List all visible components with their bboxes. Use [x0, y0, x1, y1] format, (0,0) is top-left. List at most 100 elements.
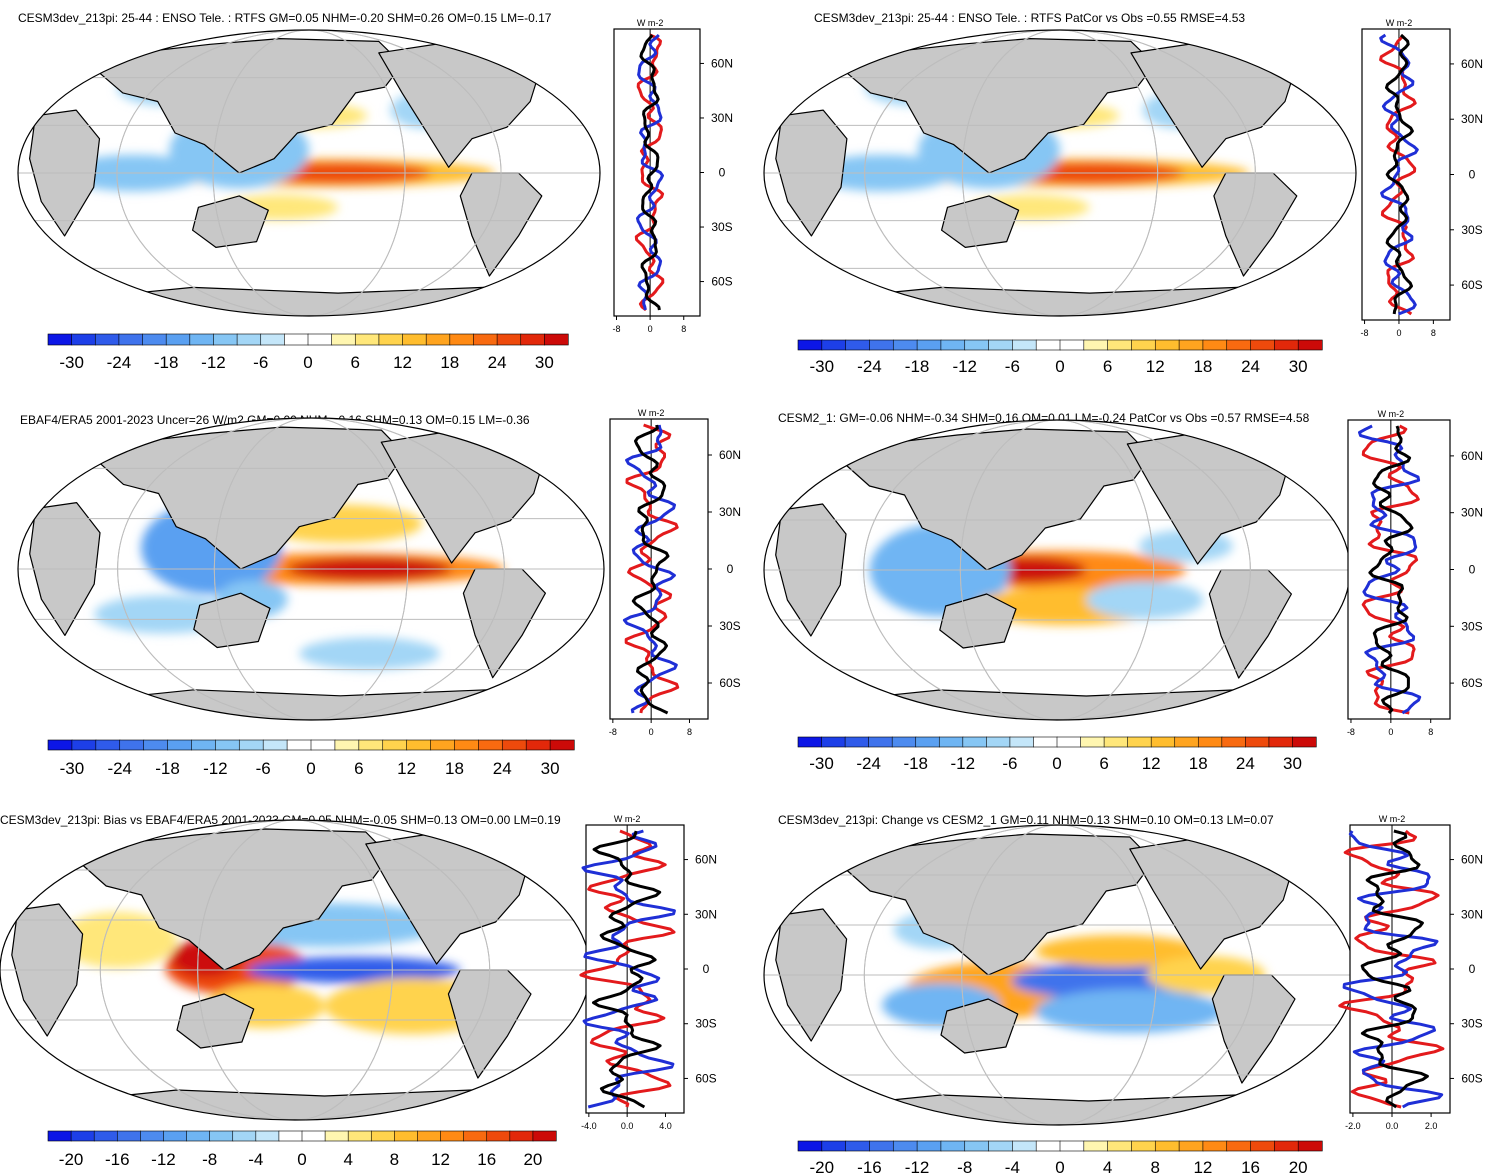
continent	[1208, 569, 1292, 679]
colorbar-swatch	[354, 333, 380, 346]
colorbar-tick-label: -24	[856, 754, 881, 773]
colorbar-tick-label: -18	[903, 754, 928, 773]
colorbar-swatch	[1202, 339, 1228, 351]
colorbar-swatch	[868, 736, 893, 748]
map-outline	[763, 29, 1357, 317]
colorbar-swatch	[486, 1130, 511, 1142]
colorbar-swatch	[70, 1130, 95, 1142]
profile-ytick-label: 30N	[1461, 506, 1483, 520]
colorbar-swatch	[213, 333, 238, 346]
anomaly-field	[811, 68, 1250, 220]
colorbar-swatch	[116, 1130, 141, 1142]
colorbar-swatch	[324, 1130, 349, 1142]
colorbar-swatch	[1127, 736, 1152, 748]
colorbar-swatch	[95, 739, 121, 751]
colorbar-tick-label: 12	[1146, 357, 1165, 376]
continent	[447, 969, 532, 1079]
profile-xtick-label: -4.0	[581, 1121, 597, 1131]
colorbar: -20 -16 -12 -8 -4 0 4 8 12 16 20	[47, 1130, 557, 1169]
anomaly-blob	[59, 912, 177, 968]
panel-title: CESM3dev_213pi: Change vs CESM2_1 GM=0.1…	[778, 813, 1274, 827]
panel-title: CESM3dev_213pi: 25-44 : ENSO Tele. : RTF…	[814, 11, 1245, 25]
profile-line-model	[579, 829, 676, 1108]
colorbar-swatch	[449, 333, 475, 346]
colorbar-tick-label: 4	[343, 1150, 352, 1169]
colorbar-swatch	[988, 1140, 1013, 1152]
colorbar-tick-label: -30	[810, 357, 835, 376]
colorbar-swatch	[394, 1130, 419, 1142]
colorbar-swatch	[47, 1130, 72, 1142]
map-field	[18, 418, 604, 720]
profile-line-model	[1338, 829, 1445, 1109]
colorbar-swatch	[844, 736, 870, 748]
profile-ytick-label: 60N	[1461, 449, 1483, 463]
colorbar-tick-label: -24	[107, 759, 132, 778]
profile-line-obs	[1379, 33, 1419, 316]
colorbar-tick-label: 20	[523, 1150, 542, 1169]
colorbar-swatch	[278, 1130, 303, 1142]
anomaly-blob	[299, 637, 440, 670]
colorbar-tick-label: -8	[202, 1150, 217, 1169]
colorbar-tick-label: 24	[1241, 357, 1260, 376]
graticule-lon	[117, 418, 505, 720]
colorbar-swatch	[334, 739, 360, 751]
profile-line-total	[639, 34, 661, 311]
colorbar-swatch	[1059, 1140, 1085, 1152]
colorbar-tick-label: 24	[488, 353, 507, 372]
colorbar-tick-label: 30	[1289, 357, 1308, 376]
colorbar-swatch	[167, 739, 193, 751]
graticule-lon	[213, 418, 409, 720]
anomaly-blob	[1086, 581, 1204, 619]
profile-units: W m-2	[638, 408, 665, 418]
colorbar-swatch	[1202, 1140, 1228, 1152]
colorbar-swatch	[454, 739, 479, 751]
colorbar-tick-label: -18	[154, 353, 179, 372]
colorbar-tick-label: 18	[1189, 754, 1208, 773]
colorbar-swatch	[94, 333, 120, 346]
colorbar-swatch	[1178, 339, 1204, 351]
colorbar-swatch	[191, 739, 216, 751]
colorbar-swatch	[1274, 339, 1299, 351]
colorbar-tick-label: 0	[306, 759, 315, 778]
colorbar-tick-label: 18	[1193, 357, 1212, 376]
zonal-profile: -8 0 8 W m-2 60N 30N 0 30S 60S	[1361, 18, 1483, 338]
colorbar-swatch	[47, 739, 73, 751]
colorbar-swatch	[1297, 339, 1323, 351]
colorbar-tick-label: -6	[1005, 357, 1020, 376]
colorbar-swatch	[163, 1130, 188, 1142]
colorbar-swatch	[1297, 1140, 1323, 1152]
colorbar-swatch	[473, 333, 498, 346]
colorbar-swatch	[215, 739, 240, 751]
colorbar-swatch	[938, 736, 964, 748]
continent	[176, 993, 255, 1049]
profile-xtick-label: 0	[649, 727, 654, 737]
colorbar-tick-label: 0	[1055, 1158, 1064, 1176]
colorbar-swatch	[1154, 339, 1180, 351]
profile-ytick-label: 30S	[711, 220, 732, 234]
colorbar-swatch	[331, 333, 356, 346]
profile-xtick-label: 2.0	[1425, 1121, 1438, 1131]
colorbar: -30 -24 -18 -12 -6 0 6 12 18 24 30	[797, 736, 1317, 773]
colorbar-swatch	[382, 739, 408, 751]
colorbar-tick-label: 0	[303, 353, 312, 372]
colorbar-swatch	[1012, 1140, 1037, 1152]
graticule-lon	[863, 825, 1255, 1125]
colorbar-tick-label: -20	[59, 1150, 84, 1169]
colorbar-tick-label: -24	[857, 357, 882, 376]
colorbar-tick-label: 18	[440, 353, 459, 372]
colorbar-tick-label: 6	[1099, 754, 1108, 773]
colorbar-tick-label: -6	[253, 353, 268, 372]
profile-line-model	[1361, 424, 1420, 715]
colorbar-swatch	[262, 739, 288, 751]
colorbar-swatch	[406, 739, 432, 751]
colorbar-swatch	[892, 1140, 918, 1152]
profile-xtick-label: -2.0	[1345, 1121, 1361, 1131]
colorbar-swatch	[301, 1130, 326, 1142]
profile-line-obs	[581, 829, 676, 1109]
continent	[462, 568, 546, 679]
profile-ytick-label: 60S	[1461, 1071, 1482, 1085]
colorbar-tick-label: 0	[297, 1150, 306, 1169]
colorbar-tick-label: -16	[105, 1150, 130, 1169]
colorbar-swatch	[236, 333, 262, 346]
zonal-profile: -8 0 8 W m-2 60N 30N 0 30S 60S	[1347, 409, 1483, 737]
